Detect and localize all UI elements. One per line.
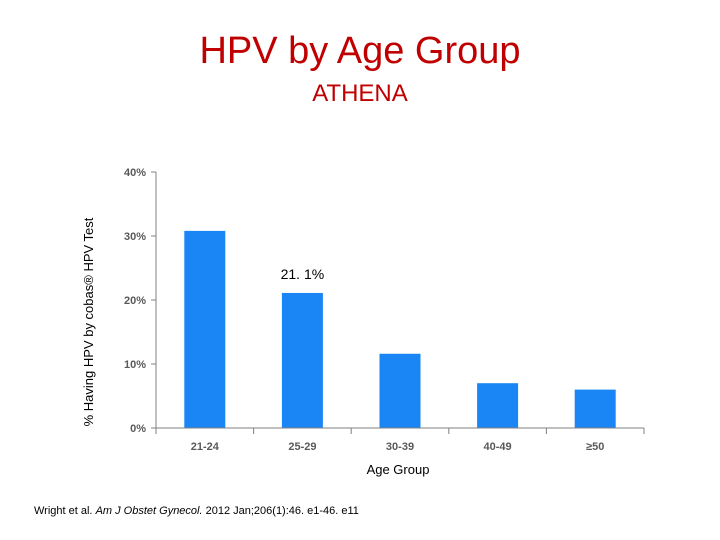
y-tick-label: 30% xyxy=(124,231,146,243)
chart-title: HPV by Age Group xyxy=(199,30,521,72)
y-tick-label: 0% xyxy=(130,423,146,435)
chart-subtitle: ATHENA xyxy=(312,80,408,107)
bar-30-39 xyxy=(379,353,421,428)
x-tick-label: ≥50 xyxy=(586,441,604,453)
y-ticks-group: 0% 10% 20% 30% 40% xyxy=(124,167,156,435)
bar-40-49 xyxy=(477,383,519,428)
bar-≥50 xyxy=(574,389,616,428)
y-axis-label: % Having HPV by cobas® HPV Test xyxy=(81,217,96,426)
citation-journal: Am J Obstet Gynecol. xyxy=(95,505,203,517)
x-tick-label: 30-39 xyxy=(386,441,414,453)
citation-authors: Wright et al. xyxy=(34,505,93,517)
x-tick-label: 40-49 xyxy=(484,441,512,453)
x-tick-label: 21-24 xyxy=(191,441,220,453)
bars-group xyxy=(184,230,616,428)
bar-25-29 xyxy=(281,292,323,428)
x-axis-label: Age Group xyxy=(367,462,430,477)
y-tick-label: 40% xyxy=(124,167,146,179)
y-tick-label: 20% xyxy=(124,295,146,307)
citation: Wright et al. Am J Obstet Gynecol. 2012 … xyxy=(34,505,359,517)
y-tick-label: 10% xyxy=(124,359,146,371)
x-ticks-group: 21-24 25-29 30-39 40-49 ≥50 xyxy=(155,428,645,453)
x-tick-label: 25-29 xyxy=(288,441,316,453)
citation-details: 2012 Jan;206(1):46. e1-46. e11 xyxy=(205,505,359,517)
bar-21-24 xyxy=(184,230,226,428)
bar-annotation: 21. 1% xyxy=(281,266,325,282)
